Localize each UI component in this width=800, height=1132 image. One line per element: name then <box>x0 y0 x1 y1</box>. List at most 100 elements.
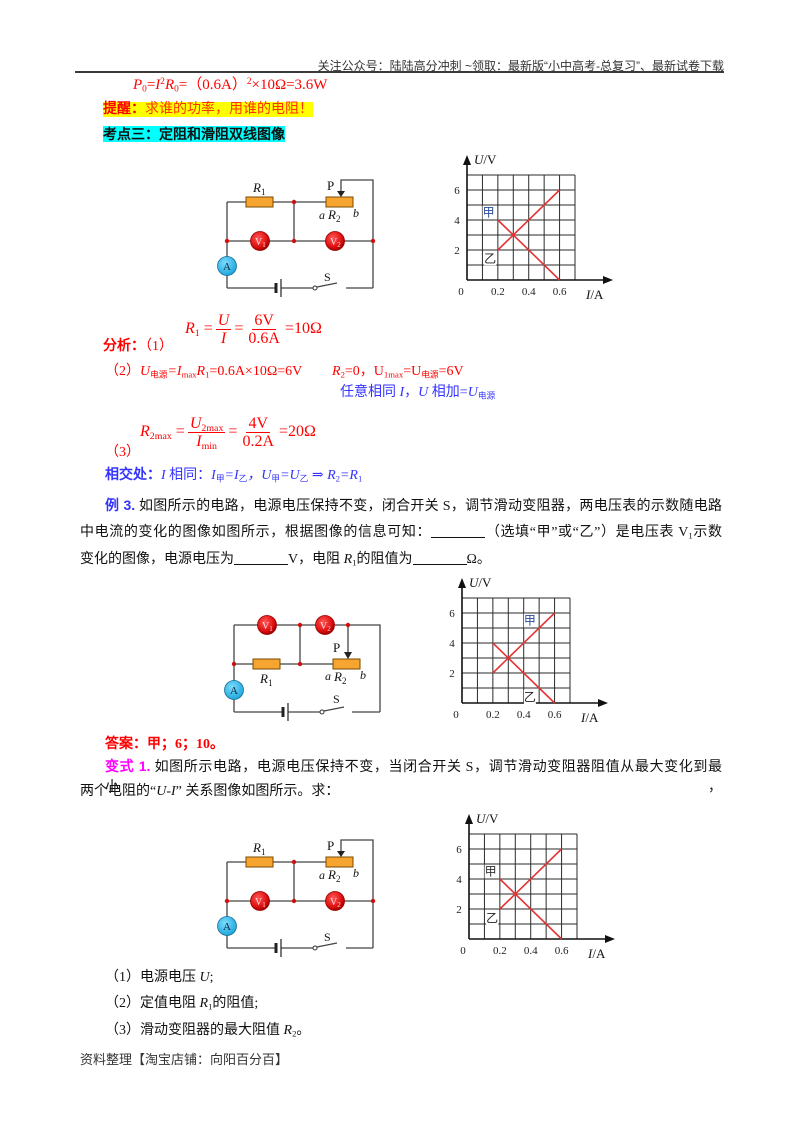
y-tick-label: 6 <box>454 185 460 197</box>
junction-nodes <box>224 859 376 904</box>
question-tail: ; <box>209 970 214 985</box>
variant1-text: ” 关系图像如图所示。求： <box>175 784 340 799</box>
switch-pivot-icon <box>312 945 318 951</box>
r2-label: R2 <box>327 867 340 884</box>
voltmeter-v2-icon: V2 <box>325 891 345 911</box>
r2-label: R2 <box>333 669 346 686</box>
variant1-text: 如图所示电路，电源电压保持不变，当闭合开关 S，调节滑动变阻器阻值从最大变化到最… <box>105 760 722 795</box>
x-tick-label: 0.2 <box>493 945 507 957</box>
voltmeter-v1-icon: V1 <box>257 615 277 635</box>
example3-text: 变化的图像，电源电压为 <box>80 552 234 567</box>
series-lines <box>492 612 556 704</box>
question-text: 定值电阻 <box>140 996 200 1011</box>
answer-label: 答案： <box>105 735 147 751</box>
question-number: （1） <box>105 970 140 985</box>
example3-sub: 1 <box>688 530 693 541</box>
question-var: R <box>283 1023 293 1038</box>
reminder-highlight: 提醒：求谁的功率，用谁的电阻！ <box>103 100 313 117</box>
series-line <box>497 219 561 281</box>
rheostat-r2 <box>325 856 354 868</box>
formula-sup: 2 <box>246 76 252 87</box>
end-b-label: b <box>353 866 359 880</box>
note-var: =U <box>280 468 300 483</box>
ammeter-label: A <box>230 685 238 697</box>
svg-text:V2: V2 <box>320 621 331 633</box>
formula-var: U <box>217 311 230 329</box>
wires <box>226 839 374 949</box>
fraction-den: 0.6A <box>248 329 280 347</box>
question-sub: 2 <box>292 1028 297 1039</box>
note-var: I <box>211 468 216 483</box>
label-var: R <box>327 867 336 882</box>
formula-result: =20Ω <box>279 423 316 440</box>
answer-value: 甲；6；10。 <box>147 737 224 752</box>
note-text: 任意相同 <box>340 385 400 400</box>
question-text: 电源电压 <box>140 970 200 985</box>
r2-label: R2 <box>327 207 340 224</box>
annotation-bg <box>523 690 536 704</box>
end-a-label: a <box>319 208 325 222</box>
note-var: U <box>418 385 429 400</box>
label-var: R <box>333 669 342 684</box>
junction-nodes <box>224 199 376 244</box>
variant1-line2: 两个电阻的“U-I” 关系图像如图所示。求： <box>80 782 339 802</box>
origin-label: 0 <box>453 709 459 721</box>
y-tick-label: 6 <box>456 844 462 856</box>
formula-sub: 电源 <box>150 369 168 380</box>
fraction-num: 4V <box>246 414 270 433</box>
formula-sub: 2max <box>149 430 172 442</box>
example3-var: R <box>343 552 353 567</box>
variant1-label: 变式 1. <box>105 758 151 774</box>
formula-sub: 1 <box>205 369 210 380</box>
voltmeter-v1-icon: V1 <box>250 231 270 251</box>
intersection-marker <box>511 233 516 237</box>
x-axis-label: I/A <box>587 946 606 961</box>
formula-r1: R1 = U I = 6V 0.6A =10Ω <box>185 311 322 347</box>
ammeter-label: A <box>223 261 231 273</box>
label-var: R <box>252 180 261 195</box>
wires <box>226 179 374 289</box>
series-annotation: 甲 <box>485 865 497 879</box>
x-axis-label: I/A <box>585 287 604 302</box>
origin-label: 0 <box>458 286 464 298</box>
y-tick-label: 2 <box>454 245 460 257</box>
svg-text:V1: V1 <box>255 237 266 249</box>
annotation-bg <box>484 864 497 879</box>
question-var: U <box>199 970 210 985</box>
grid <box>461 597 571 704</box>
analysis-step2-left: （2）U电源=ImaxR1=0.6A×10Ω=6V <box>105 362 302 382</box>
svg-text:V2: V2 <box>330 897 341 909</box>
formula-eq: = <box>175 423 185 440</box>
formula-tail: ×10Ω=3.6W <box>251 77 328 93</box>
note-text: 相加= <box>428 385 468 400</box>
y-axis-label: U/V <box>476 811 499 826</box>
note-sub: 甲 <box>271 473 281 484</box>
switch-s-label: S <box>324 930 331 944</box>
formula-sub: 1 <box>194 327 200 339</box>
series-lines <box>499 848 563 940</box>
slider-arrow-icon <box>344 652 352 659</box>
x-tick-label: 0.6 <box>555 945 569 957</box>
y-tick-label: 4 <box>454 215 460 227</box>
intersection-line: 相交处：I 相同：I甲=I乙，U甲=U乙 ⇒ R2=R1 <box>105 464 362 486</box>
label-sub: 1 <box>261 847 266 857</box>
r1-label: R1 <box>259 671 272 688</box>
example3-text: 示数 <box>692 525 723 540</box>
ui-graph-3: 0 0.2 0.4 0.6 2 4 6 U/V I/A 甲乙 <box>456 811 615 961</box>
series-line <box>497 189 561 251</box>
y-axis-arrow-icon <box>465 814 473 824</box>
x-axis-label: I/A <box>580 710 599 725</box>
x-tick-label: 0.4 <box>517 709 531 721</box>
analysis-label: 分析： <box>103 337 145 353</box>
ui-graph-2: 0 0.2 0.4 0.6 2 4 6 U/V I/A 甲乙 <box>449 575 608 725</box>
note-sub: 电源 <box>477 390 496 401</box>
question-tail: 的阻值; <box>212 996 259 1011</box>
page-header: 关注公众号：陆陆高分冲刺 ~领取：最新版“小中高考-总复习”、最新试卷下载 <box>0 56 724 76</box>
formula-sub: 2 <box>340 369 345 380</box>
switch-lever <box>316 942 338 948</box>
switch-lever <box>323 706 345 712</box>
variant1-line1: 变式 1. 如图所示电路，电源电压保持不变，当闭合开关 S，调节滑动变阻器阻值从… <box>105 756 722 798</box>
voltmeter-v1-icon: V1 <box>250 891 270 911</box>
series-line <box>492 612 556 674</box>
battery-icon <box>274 279 282 297</box>
